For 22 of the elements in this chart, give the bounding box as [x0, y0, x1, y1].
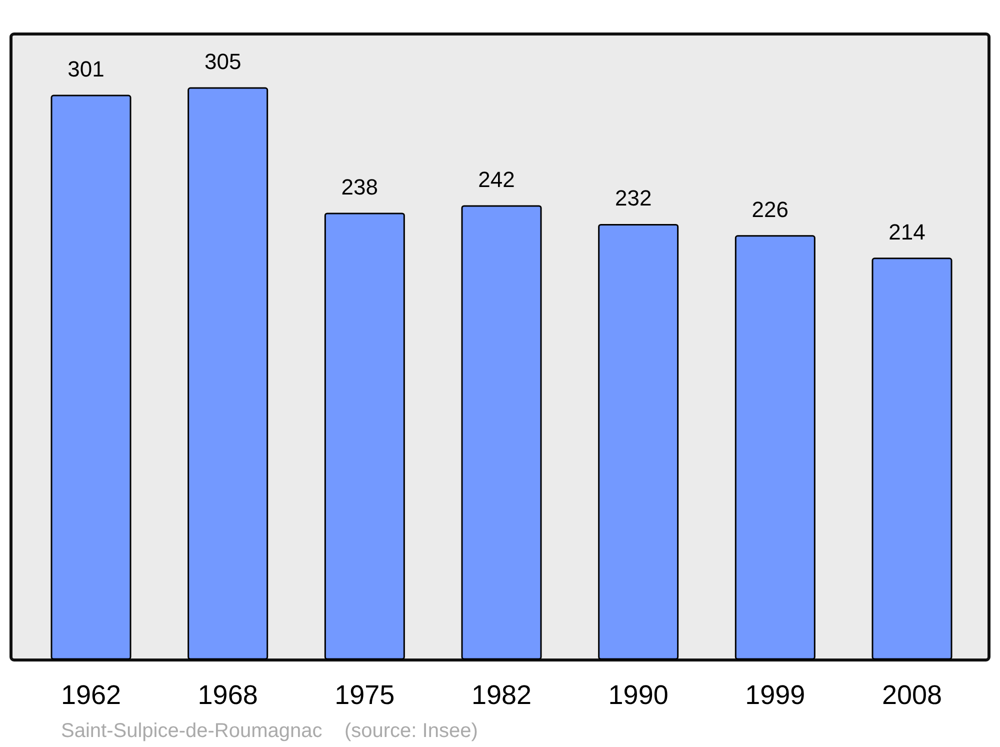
- bar: [872, 258, 952, 660]
- data-label: 301: [68, 56, 104, 82]
- data-label: 242: [478, 166, 515, 192]
- data-label: 232: [614, 186, 652, 211]
- data-label: 214: [888, 219, 926, 244]
- bar: [598, 224, 679, 660]
- bar: [734, 235, 816, 660]
- x-tick-label: 1968: [198, 680, 258, 710]
- data-label: 238: [341, 174, 378, 200]
- x-tick-label: 1982: [471, 680, 532, 710]
- x-tick-label: 1975: [334, 680, 395, 710]
- x-tick-label: 1990: [608, 680, 668, 710]
- bar: [188, 87, 268, 660]
- bar: [50, 94, 132, 660]
- x-tick-label: 1999: [745, 680, 806, 710]
- bar: [461, 205, 542, 660]
- x-tick-label: 2008: [882, 680, 942, 710]
- data-label: 226: [752, 196, 789, 222]
- data-label: 305: [204, 49, 242, 74]
- x-tick-label: 1962: [60, 680, 122, 710]
- text: Saint-Sulpice-de-Roumagnac (source: Insee): [61, 720, 478, 742]
- bar: [324, 212, 405, 660]
